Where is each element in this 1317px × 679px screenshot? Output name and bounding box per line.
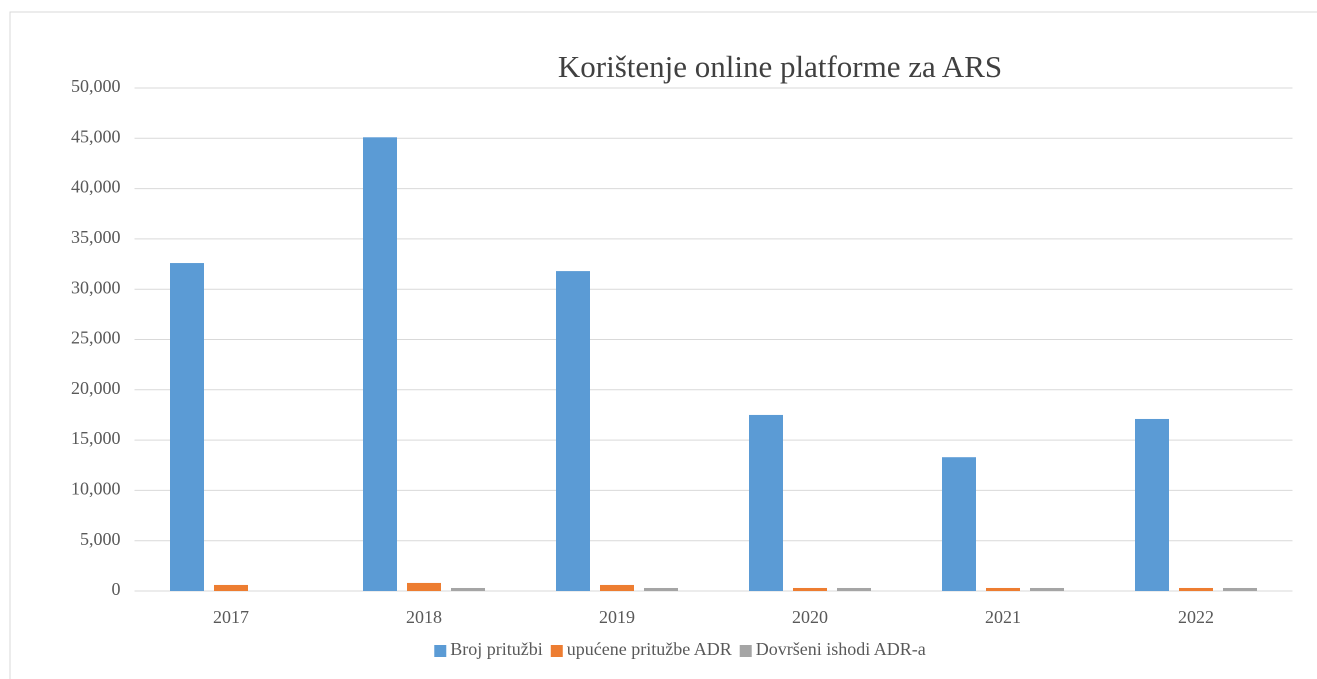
bar <box>1030 587 1064 591</box>
bar <box>749 414 783 591</box>
legend-swatch <box>434 645 447 657</box>
bar <box>1223 587 1257 591</box>
x-tick-label: 2018 <box>406 607 442 627</box>
y-tick-label: 0 <box>112 579 121 599</box>
bar <box>407 582 441 591</box>
bar <box>942 457 976 591</box>
y-tick-label: 10,000 <box>71 479 121 499</box>
bar <box>986 587 1020 591</box>
legend-label: upućene pritužbe ADR <box>567 639 732 659</box>
y-tick-label: 15,000 <box>71 428 121 448</box>
y-tick-label: 50,000 <box>71 76 121 96</box>
x-tick-label: 2021 <box>985 607 1021 627</box>
legend-swatch <box>550 645 563 657</box>
bar <box>600 584 634 591</box>
chart-title: Korištenje online platforme za ARS <box>558 49 1002 84</box>
legend-label: Dovršeni ishodi ADR-a <box>756 639 926 659</box>
bar <box>214 584 248 591</box>
bar <box>451 587 485 591</box>
y-tick-label: 5,000 <box>80 529 121 549</box>
bar <box>644 587 678 591</box>
y-tick-label: 30,000 <box>71 277 121 297</box>
x-tick-label: 2019 <box>599 607 635 627</box>
x-tick-label: 2017 <box>213 607 249 627</box>
y-tick-label: 35,000 <box>71 227 121 247</box>
bar <box>556 271 590 591</box>
y-tick-label: 20,000 <box>71 378 121 398</box>
x-tick-label: 2020 <box>792 607 828 627</box>
legend-label: Broj pritužbi <box>450 639 543 659</box>
bar <box>1135 418 1169 591</box>
y-tick-label: 25,000 <box>71 328 121 348</box>
legend-swatch <box>739 645 752 657</box>
chart-border <box>9 11 1317 679</box>
x-tick-label: 2022 <box>1178 607 1214 627</box>
bar <box>170 263 204 591</box>
y-tick-label: 40,000 <box>71 177 121 197</box>
bar <box>363 137 397 591</box>
y-tick-label: 45,000 <box>71 126 121 146</box>
bar <box>793 587 827 591</box>
bar <box>1179 587 1213 591</box>
bar <box>837 587 871 591</box>
